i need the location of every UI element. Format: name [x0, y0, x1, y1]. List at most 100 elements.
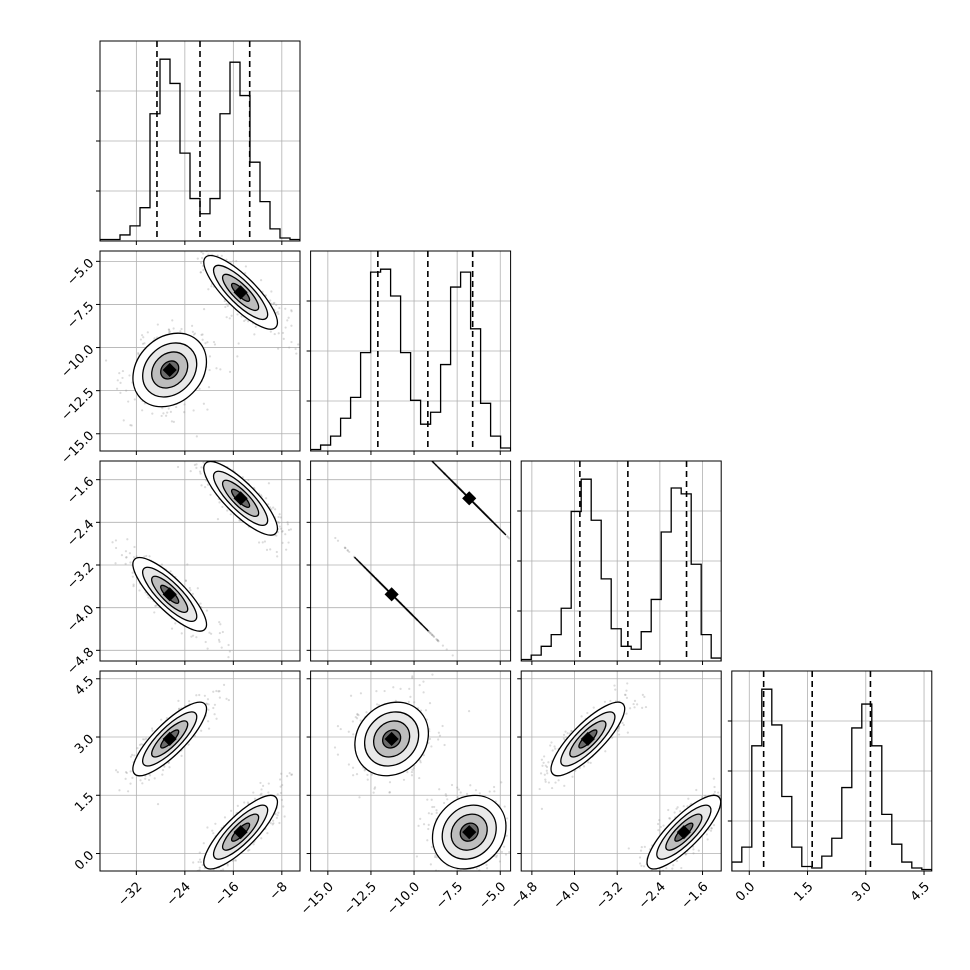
sample-point [549, 744, 552, 747]
sample-point [267, 782, 270, 785]
sample-point [273, 301, 276, 305]
density-peak [162, 731, 177, 747]
sample-point [554, 747, 557, 750]
sample-point [500, 850, 504, 854]
sample-point [417, 824, 420, 827]
sample-point [435, 856, 438, 859]
sample-point [513, 833, 515, 835]
sample-point [352, 774, 355, 777]
sample-point [286, 319, 289, 322]
sample-point [207, 727, 211, 730]
sample-point [346, 549, 349, 552]
sample-point [144, 737, 148, 740]
sample-point [417, 447, 419, 449]
sample-point [592, 706, 595, 709]
sample-point [243, 319, 246, 323]
sample-point [429, 632, 432, 635]
sample-point [127, 400, 130, 403]
sample-point [172, 420, 175, 423]
sample-point [187, 743, 190, 746]
sample-point [195, 463, 198, 466]
sample-point [407, 700, 410, 703]
sample-point [370, 773, 373, 776]
sample-point [408, 687, 411, 690]
sample-point [418, 776, 421, 780]
sample-point [438, 788, 441, 791]
sample-point [177, 699, 180, 702]
sample-point [191, 592, 194, 595]
sample-point [125, 771, 128, 775]
sample-point [352, 733, 355, 736]
sample-point [545, 769, 548, 772]
sample-point [614, 688, 617, 691]
sample-point [140, 334, 144, 337]
sample-point [125, 556, 128, 559]
sample-point [273, 332, 276, 336]
sample-point [535, 832, 537, 834]
sample-point [564, 730, 567, 733]
sample-point [641, 693, 644, 696]
sample-point [280, 772, 283, 775]
sample-point [235, 260, 238, 263]
sample-point [210, 285, 213, 288]
sample-point [169, 570, 172, 573]
sample-point [170, 627, 174, 630]
sample-point [174, 622, 177, 625]
sample-point [150, 727, 154, 730]
sample-point [104, 359, 108, 362]
sample-point [254, 325, 257, 328]
sample-point [200, 251, 203, 254]
sample-point [426, 839, 429, 842]
sample-point [267, 791, 270, 794]
sample-point [118, 789, 121, 792]
sample-point [280, 530, 284, 533]
sample-point [682, 805, 685, 808]
sample-point [221, 868, 225, 871]
sample-point [218, 640, 221, 643]
sample-point [141, 409, 144, 412]
sample-point [225, 697, 228, 700]
sample-point [229, 513, 232, 516]
sample-point [271, 823, 274, 826]
histogram-p2 [521, 478, 722, 661]
sample-point [609, 699, 612, 703]
sample-point [665, 867, 668, 870]
sample-point [366, 773, 369, 776]
sample-point [167, 407, 170, 410]
sample-point [287, 528, 291, 532]
sample-point [545, 765, 549, 769]
sample-point [406, 771, 409, 774]
sample-point [195, 884, 197, 886]
sample-point [194, 447, 196, 449]
sample-point [262, 784, 265, 787]
sample-point [485, 863, 488, 866]
sample-point [198, 851, 201, 854]
sample-point [221, 505, 224, 509]
sample-point [140, 743, 143, 746]
sample-point [347, 730, 350, 733]
sample-point [604, 750, 607, 753]
sample-point [156, 323, 159, 326]
sample-point [470, 873, 472, 875]
sample-point [212, 875, 214, 877]
sample-point [114, 539, 118, 542]
sample-point [290, 340, 293, 344]
sample-point [211, 829, 214, 832]
sample-point [220, 254, 223, 257]
panel-0-0 [96, 40, 301, 245]
sample-point [570, 729, 573, 733]
sample-point [200, 484, 203, 487]
sample-point [213, 713, 216, 716]
sample-point [478, 792, 481, 795]
sample-point [467, 710, 471, 713]
sample-point [540, 758, 543, 761]
sample-point [207, 386, 211, 389]
sample-point [192, 333, 196, 336]
sample-point [129, 424, 132, 427]
sample-point [357, 714, 360, 717]
sample-point [574, 769, 577, 772]
sample-point [252, 791, 255, 794]
sample-point [143, 555, 146, 558]
sample-point [133, 398, 136, 401]
sample-point [617, 727, 620, 730]
